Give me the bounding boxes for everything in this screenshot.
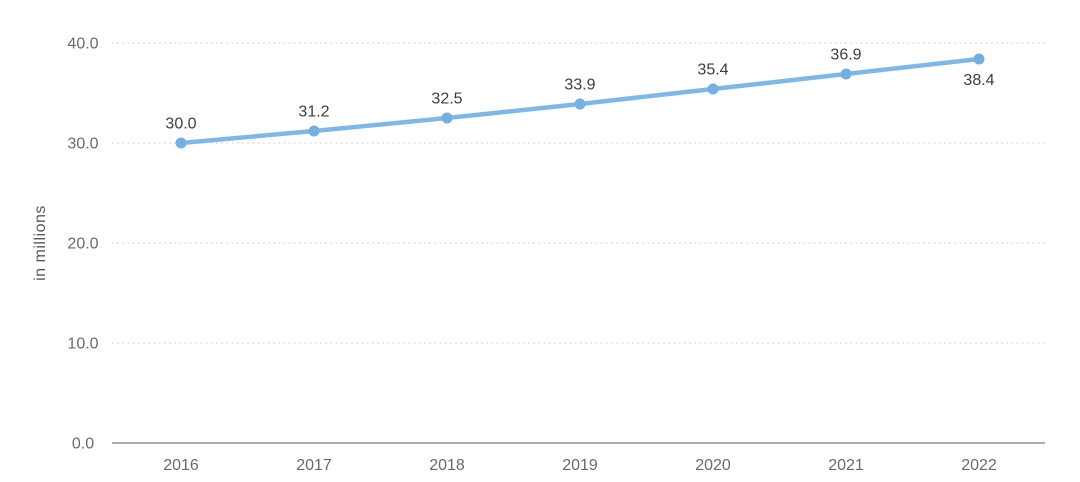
data-point-marker: [574, 98, 586, 110]
data-point-label: 30.0: [165, 116, 196, 133]
data-point-label: 33.9: [564, 77, 595, 94]
data-point-label: 36.9: [830, 47, 861, 64]
y-tick-label: 30.0: [67, 136, 98, 153]
data-point-marker: [707, 83, 719, 95]
data-point-marker: [441, 112, 453, 124]
data-point-marker: [308, 125, 320, 137]
data-point-label: 32.5: [431, 91, 462, 108]
y-tick-label: 40.0: [67, 36, 98, 53]
y-tick-label: 0.0: [72, 436, 94, 453]
x-tick-label: 2017: [296, 457, 332, 474]
data-point-label: 38.4: [963, 72, 994, 89]
data-point-label: 31.2: [298, 104, 329, 121]
data-point-label: 35.4: [697, 62, 728, 79]
y-axis-title: in millions: [32, 205, 49, 281]
y-tick-label: 10.0: [67, 336, 98, 353]
x-tick-label: 2021: [828, 457, 864, 474]
x-tick-label: 2019: [562, 457, 598, 474]
data-point-marker: [840, 68, 852, 80]
x-tick-label: 2016: [163, 457, 199, 474]
x-tick-label: 2020: [695, 457, 731, 474]
x-tick-label: 2022: [961, 457, 997, 474]
x-tick-label: 2018: [429, 457, 465, 474]
data-point-marker: [175, 137, 187, 149]
data-point-marker: [973, 53, 985, 65]
y-tick-label: 20.0: [67, 236, 98, 253]
